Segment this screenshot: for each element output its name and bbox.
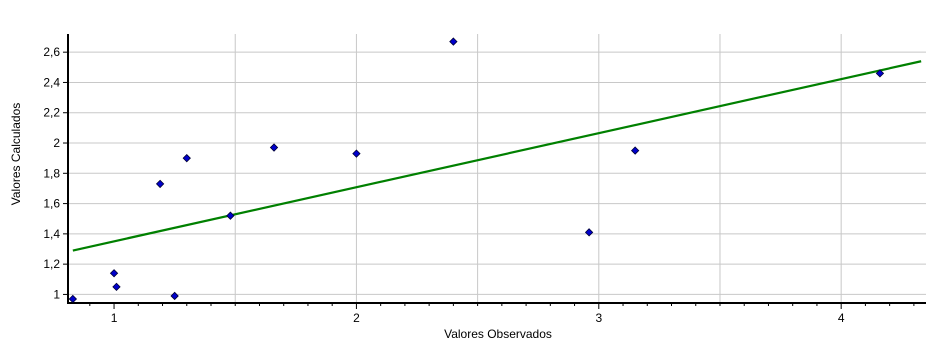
y-axis-title: Valores Calculados xyxy=(9,103,23,206)
y-tick-label-1: 1,2 xyxy=(43,257,60,271)
y-tick-label-5: 2 xyxy=(53,136,60,150)
scatter-points-series xyxy=(68,37,885,304)
data-point-8 xyxy=(352,149,361,158)
x-tick-label-0: 1 xyxy=(111,311,118,325)
data-point-3 xyxy=(155,179,165,189)
data-point-1 xyxy=(109,269,119,278)
data-point-2 xyxy=(112,282,121,292)
grid-lines xyxy=(68,34,926,302)
y-axis-ticks: 1 1,2 1,4 1,6 1,8 2 2,2 2,4 2,6 xyxy=(43,45,68,301)
x-axis-ticks: 1 2 3 4 xyxy=(89,303,915,325)
axes xyxy=(67,34,926,304)
data-point-0 xyxy=(68,294,78,304)
data-point-12 xyxy=(875,69,885,78)
data-point-9 xyxy=(449,37,458,46)
x-tick-label-1: 2 xyxy=(353,311,360,325)
data-point-11 xyxy=(630,146,640,155)
trend-line-series xyxy=(72,60,922,252)
x-tick-label-3: 4 xyxy=(838,311,845,325)
y-tick-label-3: 1,6 xyxy=(43,197,60,211)
y-tick-label-2: 1,4 xyxy=(43,227,60,241)
y-tick-label-4: 1,8 xyxy=(43,166,60,180)
data-point-6 xyxy=(226,211,235,220)
y-tick-label-0: 1 xyxy=(53,287,60,301)
trend-line xyxy=(72,60,922,252)
data-point-5 xyxy=(182,153,191,163)
data-point-10 xyxy=(584,228,594,237)
y-tick-label-8: 2,6 xyxy=(43,45,60,59)
y-tick-label-7: 2,4 xyxy=(43,75,60,89)
x-axis-title: Valores Observados xyxy=(444,327,552,341)
data-point-4 xyxy=(170,291,179,301)
x-tick-label-2: 3 xyxy=(595,311,602,325)
data-point-7 xyxy=(269,143,279,152)
y-tick-label-6: 2,2 xyxy=(43,106,60,120)
